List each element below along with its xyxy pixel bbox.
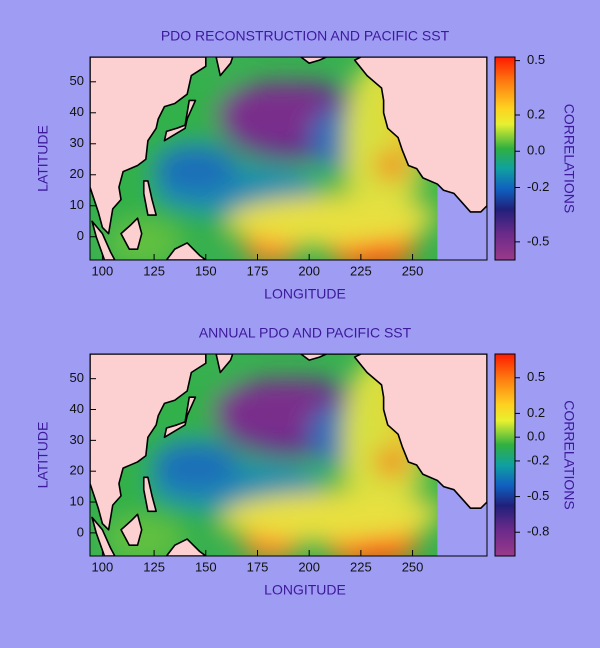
y-tick-label: 0	[77, 524, 84, 539]
x-tick-label: 200	[298, 263, 320, 278]
landmass	[142, 180, 157, 216]
field-blob	[375, 149, 409, 181]
y-tick-label: 30	[70, 135, 84, 150]
colorbar-tick-label: -0.5	[527, 233, 549, 248]
y-tick-label: 10	[70, 493, 84, 508]
y-tick-label: 10	[70, 197, 84, 212]
x-axis-label: LONGITUDE	[264, 582, 346, 598]
colorbar	[494, 56, 516, 261]
landmass	[165, 538, 207, 556]
land	[90, 354, 487, 556]
y-axis-label: LATITUDE	[35, 125, 51, 192]
plot-frame	[89, 56, 488, 261]
x-tick-label: 150	[195, 559, 217, 574]
chart-title: PDO RECONSTRUCTION AND PACIFIC SST	[161, 28, 450, 44]
x-tick-label: 250	[402, 559, 424, 574]
field-blob	[104, 514, 183, 556]
y-tick-label: 30	[70, 432, 84, 447]
field-blobs	[90, 354, 438, 556]
colorbar-tick-label: 0.5	[527, 369, 545, 384]
y-tick-label: 50	[70, 370, 84, 385]
x-tick-label: 150	[195, 263, 217, 278]
colorbar-label: CORRELATIONS	[561, 400, 577, 509]
field-blob	[226, 196, 434, 247]
plot-frame	[89, 353, 488, 557]
y-tick-label: 20	[70, 463, 84, 478]
landmass	[163, 396, 197, 439]
landmass	[300, 354, 487, 509]
y-tick-label: 0	[77, 228, 84, 243]
y-tick-label: 40	[70, 401, 84, 416]
landmass	[215, 57, 234, 77]
x-tick-label: 125	[143, 559, 165, 574]
land	[90, 57, 487, 260]
colorbar-tick-label: -0.8	[527, 524, 549, 539]
y-tick-label: 40	[70, 104, 84, 119]
landmass	[90, 354, 207, 531]
field-blob	[152, 440, 239, 490]
colorbar-tick-label: 0.0	[527, 143, 545, 158]
x-tick-label: 250	[402, 263, 424, 278]
x-tick-label: 175	[247, 559, 269, 574]
colorbar-tick-label: 0.0	[527, 429, 545, 444]
field-blob	[216, 81, 341, 144]
y-tick-label: 50	[70, 73, 84, 88]
x-tick-label: 125	[143, 263, 165, 278]
landmass	[165, 242, 207, 260]
y-axis-label: LATITUDE	[35, 422, 51, 489]
landmass	[120, 217, 143, 250]
x-tick-label: 175	[247, 263, 269, 278]
landmass	[142, 476, 157, 513]
landmass	[91, 220, 116, 260]
colorbar-tick-label: -0.2	[527, 452, 549, 467]
landmass	[91, 516, 116, 556]
x-tick-label: 225	[350, 263, 372, 278]
x-tick-label: 225	[350, 559, 372, 574]
landmass	[120, 513, 143, 547]
colorbar-tick-label: 0.2	[527, 405, 545, 420]
x-axis-label: LONGITUDE	[264, 286, 346, 302]
colorbar-label: CORRELATIONS	[561, 104, 577, 213]
field-blob	[374, 446, 410, 478]
landmass	[90, 57, 207, 235]
field-blob	[154, 143, 237, 194]
field-blob	[106, 218, 181, 260]
x-tick-label: 200	[298, 559, 320, 574]
colorbar-tick-label: -0.5	[527, 488, 549, 503]
x-tick-label: 100	[92, 263, 114, 278]
colorbar-tick-label: 0.2	[527, 106, 545, 121]
landmass	[215, 354, 234, 374]
x-tick-label: 100	[92, 559, 114, 574]
colorbar-tick-label: -0.2	[527, 179, 549, 194]
field-blob	[221, 492, 438, 543]
sst-field	[90, 354, 438, 556]
colorbar-tick-label: 0.5	[527, 52, 545, 67]
landmass	[300, 57, 487, 213]
chart-title: ANNUAL PDO AND PACIFIC SST	[199, 325, 412, 341]
landmass	[163, 99, 197, 142]
colorbar	[494, 353, 516, 557]
y-tick-label: 20	[70, 166, 84, 181]
